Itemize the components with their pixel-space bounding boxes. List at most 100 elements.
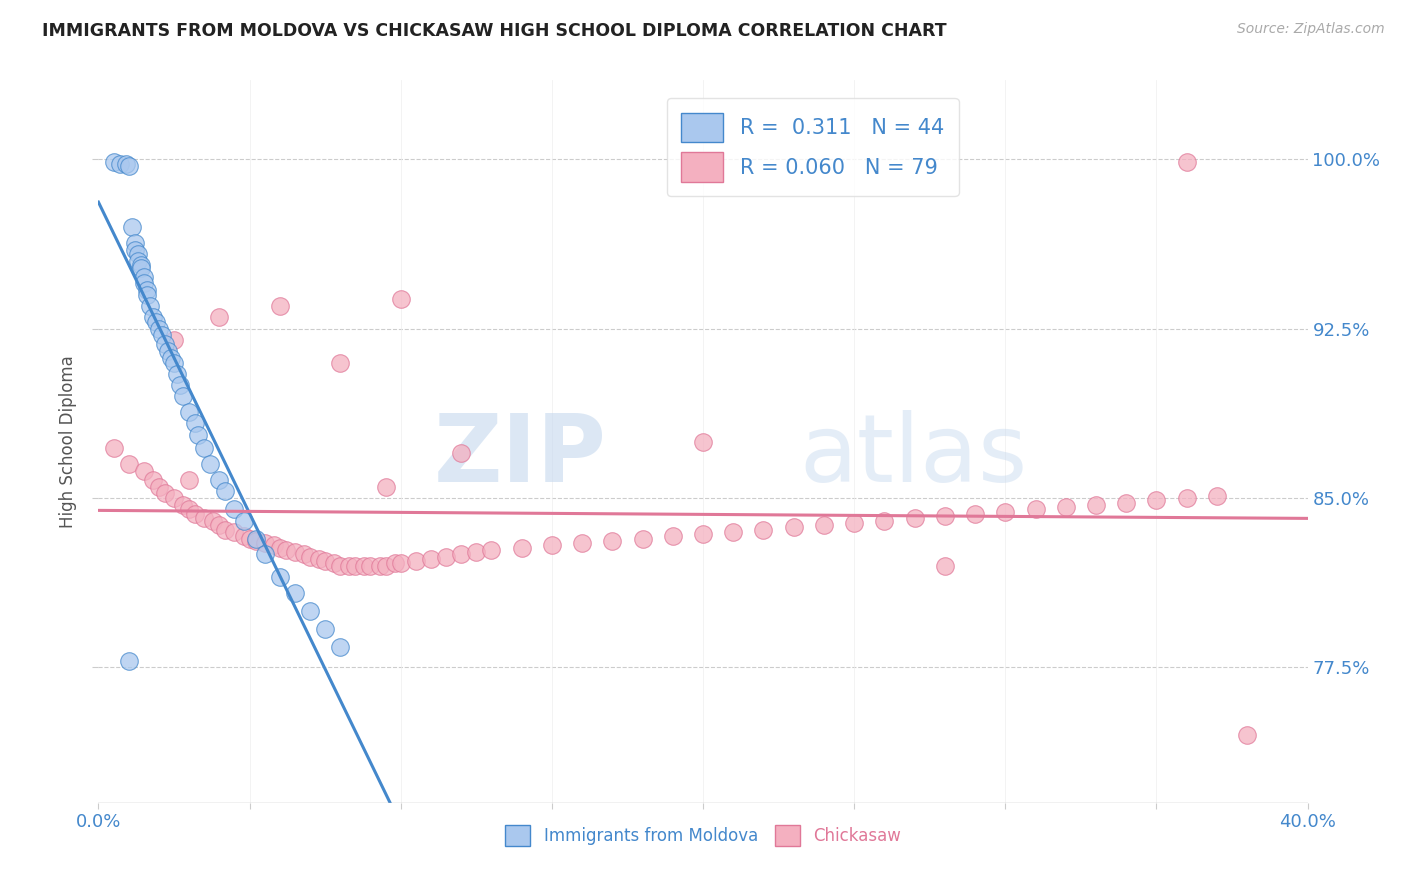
Point bbox=[269, 570, 291, 584]
Point bbox=[723, 524, 745, 539]
Text: ZIP: ZIP bbox=[433, 410, 606, 502]
Point bbox=[118, 159, 141, 173]
Point bbox=[208, 518, 231, 533]
Point bbox=[374, 480, 396, 494]
Point bbox=[389, 557, 412, 571]
Point bbox=[214, 484, 236, 499]
Point bbox=[239, 532, 262, 546]
Point bbox=[284, 545, 307, 559]
Point bbox=[631, 532, 654, 546]
Text: atlas: atlas bbox=[800, 410, 1028, 502]
Legend: Immigrants from Moldova, Chickasaw: Immigrants from Moldova, Chickasaw bbox=[499, 819, 907, 852]
Point bbox=[692, 527, 714, 541]
Point bbox=[510, 541, 533, 555]
Point bbox=[179, 405, 201, 419]
Point bbox=[132, 269, 155, 284]
Point bbox=[142, 473, 165, 487]
Point bbox=[148, 480, 170, 494]
Point bbox=[103, 442, 125, 456]
Point bbox=[904, 511, 927, 525]
Point bbox=[245, 533, 267, 548]
Text: Source: ZipAtlas.com: Source: ZipAtlas.com bbox=[1237, 22, 1385, 37]
Point bbox=[253, 536, 276, 550]
Point bbox=[1144, 493, 1167, 508]
Point bbox=[124, 243, 146, 257]
Point bbox=[308, 552, 330, 566]
Point bbox=[103, 154, 125, 169]
Point bbox=[314, 622, 336, 636]
Point bbox=[1175, 154, 1198, 169]
Point bbox=[1085, 498, 1108, 512]
Point bbox=[232, 514, 254, 528]
Point bbox=[994, 504, 1017, 518]
Point bbox=[153, 486, 176, 500]
Point bbox=[1206, 489, 1229, 503]
Point bbox=[329, 355, 352, 369]
Y-axis label: High School Diploma: High School Diploma bbox=[59, 355, 77, 528]
Point bbox=[208, 310, 231, 325]
Point bbox=[108, 157, 131, 171]
Point bbox=[135, 283, 157, 297]
Point bbox=[129, 259, 152, 273]
Point bbox=[965, 507, 987, 521]
Point bbox=[245, 532, 267, 546]
Point bbox=[172, 498, 194, 512]
Point bbox=[269, 299, 291, 313]
Point bbox=[232, 529, 254, 543]
Point bbox=[692, 434, 714, 449]
Point bbox=[184, 417, 207, 431]
Point bbox=[200, 457, 222, 471]
Point bbox=[337, 558, 360, 573]
Point bbox=[450, 548, 472, 562]
Point bbox=[602, 533, 624, 548]
Point bbox=[193, 511, 215, 525]
Point bbox=[752, 523, 775, 537]
Point bbox=[208, 473, 231, 487]
Point bbox=[329, 640, 352, 654]
Point bbox=[450, 446, 472, 460]
Point bbox=[368, 558, 391, 573]
Point bbox=[873, 514, 896, 528]
Point bbox=[299, 604, 322, 618]
Text: IMMIGRANTS FROM MOLDOVA VS CHICKASAW HIGH SCHOOL DIPLOMA CORRELATION CHART: IMMIGRANTS FROM MOLDOVA VS CHICKASAW HIG… bbox=[42, 22, 946, 40]
Point bbox=[179, 502, 201, 516]
Point bbox=[844, 516, 866, 530]
Point bbox=[384, 557, 406, 571]
Point bbox=[263, 538, 285, 552]
Point bbox=[274, 542, 297, 557]
Point bbox=[661, 529, 683, 543]
Point bbox=[135, 287, 157, 301]
Point bbox=[166, 367, 188, 381]
Point bbox=[163, 355, 186, 369]
Point bbox=[224, 524, 246, 539]
Point bbox=[172, 389, 194, 403]
Point bbox=[132, 277, 155, 291]
Point bbox=[540, 538, 562, 552]
Point bbox=[323, 557, 346, 571]
Point bbox=[571, 536, 593, 550]
Point bbox=[129, 260, 152, 275]
Point bbox=[434, 549, 457, 564]
Point bbox=[269, 541, 291, 555]
Point bbox=[153, 337, 176, 351]
Point bbox=[114, 157, 136, 171]
Point bbox=[163, 491, 186, 505]
Point bbox=[360, 558, 382, 573]
Point bbox=[420, 552, 443, 566]
Point bbox=[150, 328, 173, 343]
Point bbox=[224, 502, 246, 516]
Point bbox=[374, 558, 396, 573]
Point bbox=[481, 542, 503, 557]
Point bbox=[934, 558, 956, 573]
Point bbox=[127, 253, 149, 268]
Point bbox=[329, 558, 352, 573]
Point bbox=[156, 344, 179, 359]
Point bbox=[1236, 728, 1258, 742]
Point bbox=[124, 235, 146, 250]
Point bbox=[184, 507, 207, 521]
Point bbox=[179, 473, 201, 487]
Point bbox=[132, 464, 155, 478]
Point bbox=[139, 299, 162, 313]
Point bbox=[1024, 502, 1046, 516]
Point bbox=[934, 509, 956, 524]
